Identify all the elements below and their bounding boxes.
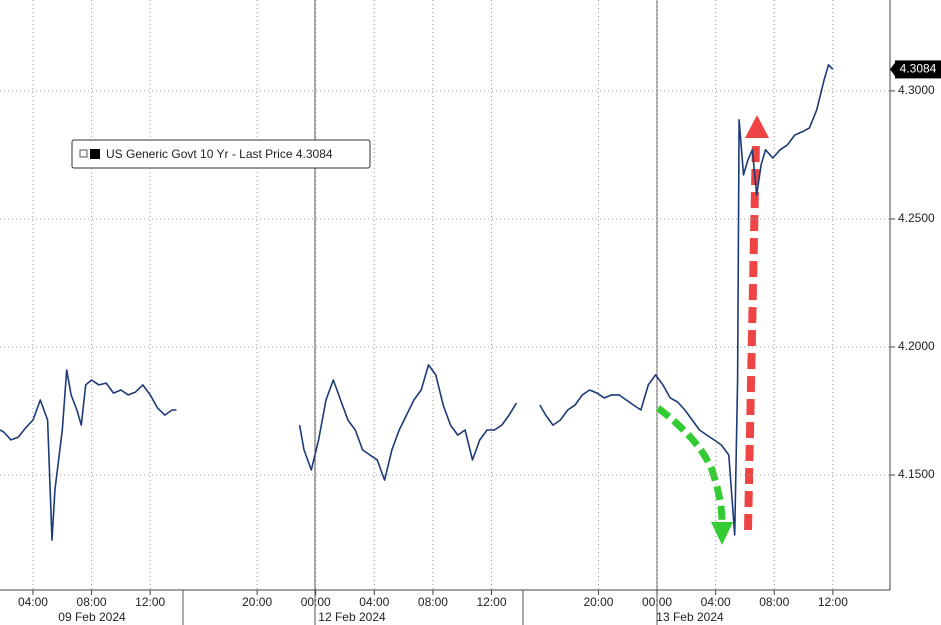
y-tick-label: 4.3000	[898, 83, 935, 97]
legend-swatch	[90, 149, 100, 159]
arrow-head	[745, 115, 769, 138]
x-tick-label: 20:00	[583, 595, 613, 609]
x-tick-label: 12:00	[135, 595, 165, 609]
last-price-box	[895, 60, 941, 79]
arrow-head	[711, 522, 733, 545]
x-tick-label: 04:00	[18, 595, 48, 609]
x-tick-label: 12:00	[818, 595, 848, 609]
date-label: 13 Feb 2024	[656, 610, 724, 624]
legend: US Generic Govt 10 Yr - Last Price 4.308…	[71, 139, 371, 169]
arrow-shaft	[744, 139, 760, 531]
x-tick-label: 08:00	[759, 595, 789, 609]
arrow-shaft	[655, 405, 726, 523]
last-price-pointer	[890, 61, 896, 78]
x-tick-label: 08:00	[77, 595, 107, 609]
y-tick-label: 4.1500	[898, 467, 935, 481]
up-arrow	[744, 115, 769, 531]
x-tick-label: 04:00	[359, 595, 389, 609]
x-tick-label: 20:00	[242, 595, 272, 609]
last-price-label: 4.3084	[900, 62, 937, 76]
x-tick-label: 04:00	[701, 595, 731, 609]
x-tick-label: 00:00	[301, 595, 331, 609]
legend-series-name: US Generic Govt 10 Yr - Last Price	[106, 147, 293, 161]
date-label: 09 Feb 2024	[58, 610, 126, 624]
date-label: 12 Feb 2024	[318, 610, 386, 624]
price-line	[0, 64, 834, 541]
legend-toggle	[79, 149, 88, 158]
y-tick-label: 4.2500	[898, 211, 935, 225]
x-tick-label: 12:00	[476, 595, 506, 609]
legend-box	[71, 139, 371, 169]
x-tick-label: 08:00	[418, 595, 448, 609]
legend-label: US Generic Govt 10 Yr - Last Price 4.308…	[106, 147, 333, 161]
x-tick-label: 00:00	[642, 595, 672, 609]
legend-last-price: 4.3084	[296, 147, 333, 161]
y-tick-label: 4.2000	[898, 339, 935, 353]
down-arrow	[655, 405, 733, 545]
